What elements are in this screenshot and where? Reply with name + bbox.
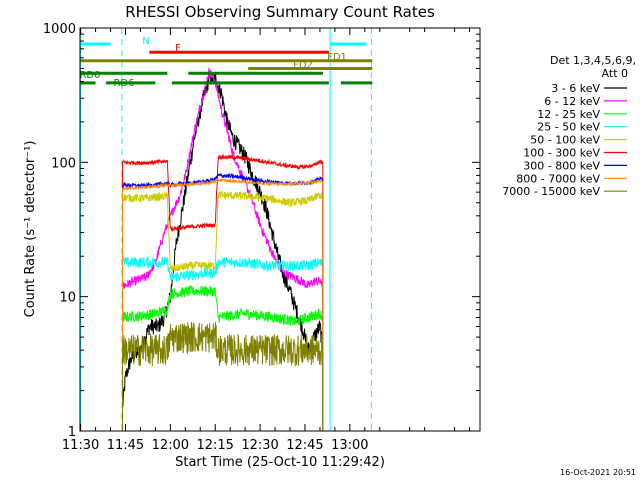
series-line xyxy=(122,71,324,431)
plot-frame xyxy=(79,27,481,432)
x-tick-label: 11:30 xyxy=(62,438,99,453)
axis-ticks: 11:30 11:45 12:00 12:15 12:30 12:45 13:00 1 10 10… xyxy=(43,22,480,453)
flag-label-fd1: FD1 xyxy=(327,52,347,63)
legend-entry-label: 800 - 7000 keV xyxy=(516,172,600,185)
series-line xyxy=(122,153,324,431)
flag-label-f: F xyxy=(175,43,181,54)
chart-title: RHESSI Observing Summary Count Rates xyxy=(125,3,435,21)
flag-label-fd2: FD2 xyxy=(293,60,313,71)
y-axis-label: Count Rate (s⁻¹ detector⁻¹) xyxy=(23,141,38,318)
x-tick-label: 11:45 xyxy=(107,438,144,453)
y-tick-label: 100 xyxy=(51,156,76,171)
flag-bars: N F FD1 FD2 RD0 RD6 xyxy=(79,36,373,89)
series-line xyxy=(122,284,324,431)
flag-label-rd6: RD6 xyxy=(113,78,134,89)
x-tick-label: 12:15 xyxy=(196,438,233,453)
x-tick-label: 12:00 xyxy=(152,438,189,453)
y-tick-label: 1000 xyxy=(43,22,76,37)
series-line xyxy=(122,190,324,431)
y-tick-label: 1 xyxy=(68,425,76,440)
y-tick-label: 10 xyxy=(59,291,76,306)
legend-entry-label: 100 - 300 keV xyxy=(523,147,600,160)
legend-header-line-2: Att 0 xyxy=(602,67,628,80)
series-line xyxy=(122,256,324,431)
legend-entry-label: 25 - 50 keV xyxy=(537,121,600,134)
series-layer xyxy=(122,67,324,431)
timestamp: 16-Oct-2021 20:51 xyxy=(560,468,636,477)
legend-entry-label: 7000 - 15000 keV xyxy=(502,185,600,198)
legend-entry-label: 3 - 6 keV xyxy=(551,82,600,95)
x-tick-label: 12:30 xyxy=(241,438,278,453)
flag-label-n: N xyxy=(142,36,149,47)
legend-header-line-1: Det 1,3,4,5,6,9, xyxy=(550,54,636,67)
legend-entry-label: 12 - 25 keV xyxy=(537,108,600,121)
legend-entry-label: 50 - 100 keV xyxy=(530,134,600,147)
legend-entry-label: 300 - 800 keV xyxy=(523,159,600,172)
flag-label-rd0: RD0 xyxy=(79,70,100,81)
series-line xyxy=(122,322,324,431)
x-tick-label: 13:00 xyxy=(331,438,368,453)
series-line xyxy=(122,177,324,431)
vertical-markers xyxy=(80,28,372,431)
legend-entry-label: 6 - 12 keV xyxy=(544,95,600,108)
x-axis-label: Start Time (25-Oct-10 11:29:42) xyxy=(175,455,385,470)
x-tick-label: 12:45 xyxy=(286,438,323,453)
